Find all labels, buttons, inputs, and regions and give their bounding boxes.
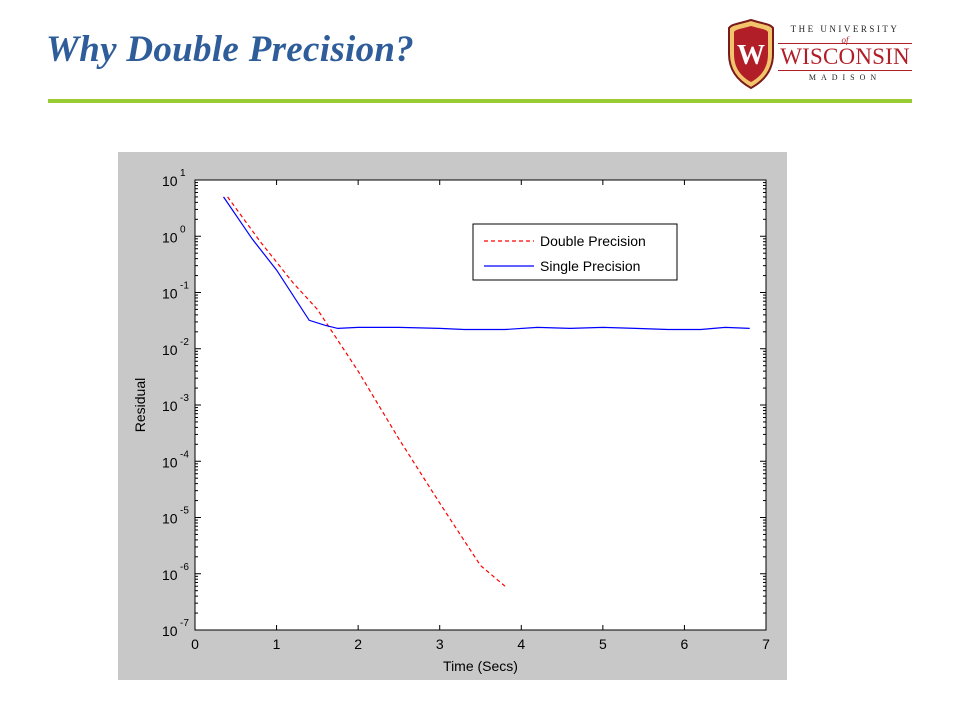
university-logo: W THE UNIVERSITY of WISCONSIN MADISON [726,18,916,90]
y-tick-exponent: -5 [180,506,189,517]
y-tick-exponent: -7 [180,618,189,629]
y-tick-label: 10 [162,454,178,470]
y-axis-label: Residual [132,378,148,432]
y-tick-label: 10 [162,398,178,414]
y-tick-label: 10 [162,173,178,189]
x-tick-label: 7 [762,636,770,652]
y-tick-label: 10 [162,623,178,639]
crest-icon: W [728,18,774,90]
logo-line-of: of [841,35,849,45]
y-tick-exponent: -2 [180,337,189,348]
y-tick-exponent: -1 [180,281,189,292]
y-tick-exponent: -4 [180,449,189,460]
logo-line-bottom: MADISON [808,73,882,82]
x-tick-label: 2 [354,636,362,652]
y-tick-exponent: -3 [180,393,189,404]
logo-line-top: THE UNIVERSITY [790,24,900,34]
logo-line-main: WISCONSIN [778,43,912,71]
legend-label: Single Precision [540,258,640,274]
x-tick-label: 0 [191,636,199,652]
x-tick-label: 1 [273,636,281,652]
x-axis-label: Time (Secs) [443,658,518,674]
y-tick-exponent: -6 [180,562,189,573]
crest-letter: W [737,40,765,71]
x-tick-label: 6 [681,636,689,652]
title-underline [48,99,912,103]
y-tick-label: 10 [162,342,178,358]
series-line-single-precision [223,196,750,331]
y-tick-exponent: 0 [180,224,186,235]
legend-label: Double Precision [540,233,646,249]
y-tick-label: 10 [162,567,178,583]
y-tick-exponent: 1 [180,168,186,179]
chart-figure: 0 1 2 3 4 5 6 7 10 1 10 0 10 -1 10 -2 10 -3 10 -4 10 -5 10 -6 10… [118,152,787,680]
x-tick-label: 3 [436,636,444,652]
legend-box [472,223,678,281]
slide-title: Why Double Precision? [46,29,415,70]
y-tick-label: 10 [162,511,178,527]
y-tick-label: 10 [162,286,178,302]
x-tick-label: 4 [517,636,525,652]
y-tick-label: 10 [162,229,178,245]
series-line-double-precision [227,196,506,587]
x-tick-label: 5 [599,636,607,652]
